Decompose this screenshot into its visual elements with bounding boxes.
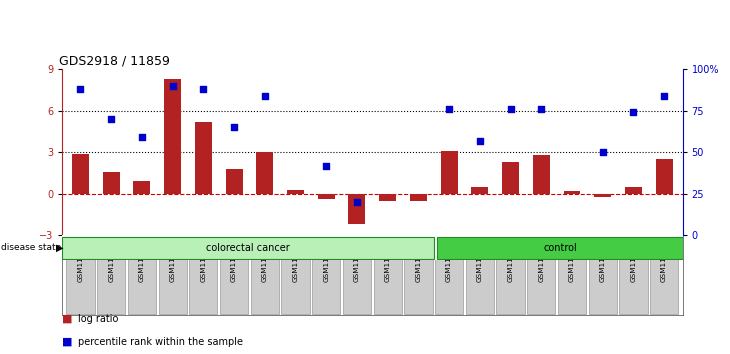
Point	[474, 138, 485, 143]
Bar	[533, 155, 550, 194]
Bar	[134, 181, 150, 194]
FancyBboxPatch shape	[496, 236, 525, 314]
Text: GDS2918 / 11859: GDS2918 / 11859	[59, 55, 170, 68]
Text: percentile rank within the sample: percentile rank within the sample	[78, 337, 243, 347]
Text: GSM112299: GSM112299	[139, 238, 145, 282]
Point	[228, 125, 240, 130]
Point	[105, 116, 117, 122]
FancyBboxPatch shape	[343, 236, 371, 314]
FancyBboxPatch shape	[527, 236, 556, 314]
Text: GSM112314: GSM112314	[599, 238, 606, 282]
FancyBboxPatch shape	[404, 236, 432, 314]
Text: GSM112313: GSM112313	[569, 238, 575, 282]
Text: GSM112309: GSM112309	[446, 238, 452, 282]
FancyBboxPatch shape	[62, 236, 434, 259]
Bar	[318, 194, 334, 199]
Text: ▶: ▶	[55, 243, 63, 253]
Text: colorectal cancer: colorectal cancer	[207, 243, 290, 253]
Point	[136, 135, 147, 140]
Bar	[625, 187, 642, 194]
Point	[658, 93, 670, 98]
Text: GSM112300: GSM112300	[169, 238, 176, 282]
Text: GSM112208: GSM112208	[108, 238, 114, 282]
Text: GSM112312: GSM112312	[538, 238, 545, 282]
FancyBboxPatch shape	[619, 236, 648, 314]
FancyBboxPatch shape	[250, 236, 279, 314]
Bar	[287, 190, 304, 194]
FancyBboxPatch shape	[189, 236, 218, 314]
Bar	[72, 154, 89, 194]
Bar	[256, 152, 273, 194]
Point	[74, 86, 86, 92]
Bar	[472, 187, 488, 194]
Text: ■: ■	[62, 314, 72, 324]
Point	[597, 149, 609, 155]
Bar	[379, 194, 396, 201]
FancyBboxPatch shape	[588, 236, 617, 314]
Bar	[656, 159, 672, 194]
Bar	[441, 151, 458, 194]
FancyBboxPatch shape	[466, 236, 494, 314]
FancyBboxPatch shape	[220, 236, 248, 314]
Bar	[103, 172, 120, 194]
Text: GSM112307: GSM112307	[385, 238, 391, 282]
FancyBboxPatch shape	[435, 236, 464, 314]
FancyBboxPatch shape	[66, 236, 95, 314]
Text: GSM112308: GSM112308	[415, 238, 421, 282]
Text: GSM112303: GSM112303	[262, 238, 268, 282]
Point	[259, 93, 271, 98]
FancyBboxPatch shape	[437, 236, 683, 259]
Bar	[564, 191, 580, 194]
Point	[443, 106, 455, 112]
FancyBboxPatch shape	[97, 236, 126, 314]
Text: GSM112305: GSM112305	[323, 238, 329, 282]
Text: ■: ■	[62, 337, 72, 347]
FancyBboxPatch shape	[312, 236, 340, 314]
FancyBboxPatch shape	[158, 236, 187, 314]
Bar	[594, 194, 611, 196]
Text: control: control	[543, 243, 577, 253]
Text: GSM112207: GSM112207	[77, 238, 83, 282]
Point	[320, 163, 332, 169]
Bar	[226, 169, 242, 194]
Text: GSM112315: GSM112315	[631, 238, 637, 282]
Point	[198, 86, 210, 92]
Text: GSM112311: GSM112311	[507, 238, 513, 282]
Text: GSM112302: GSM112302	[231, 238, 237, 282]
Text: GSM112310: GSM112310	[477, 238, 483, 282]
Point	[628, 109, 639, 115]
FancyBboxPatch shape	[281, 236, 310, 314]
FancyBboxPatch shape	[558, 236, 586, 314]
Text: GSM112301: GSM112301	[200, 238, 207, 282]
Bar	[195, 122, 212, 194]
Text: GSM112306: GSM112306	[354, 238, 360, 282]
FancyBboxPatch shape	[650, 236, 678, 314]
Point	[504, 106, 516, 112]
Point	[166, 83, 178, 88]
Point	[351, 199, 363, 205]
Text: disease state: disease state	[1, 243, 61, 252]
Bar	[410, 194, 427, 201]
Bar	[348, 194, 366, 224]
Text: GSM112304: GSM112304	[293, 238, 299, 282]
Point	[535, 106, 547, 112]
Text: log ratio: log ratio	[78, 314, 118, 324]
FancyBboxPatch shape	[128, 236, 156, 314]
FancyBboxPatch shape	[374, 236, 402, 314]
Bar	[164, 79, 181, 194]
Bar	[502, 162, 519, 194]
Text: GSM112316: GSM112316	[661, 238, 667, 282]
